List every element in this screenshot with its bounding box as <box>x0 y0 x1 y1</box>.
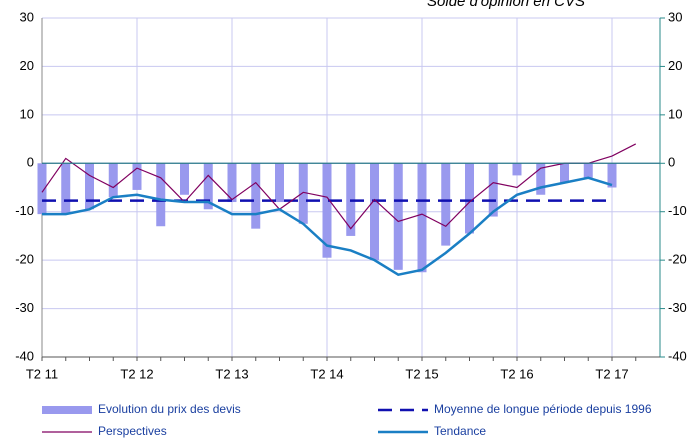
bar <box>203 163 213 210</box>
bar <box>512 163 522 176</box>
bar <box>441 163 451 246</box>
bar <box>85 163 94 210</box>
y2-tick-label: -10 <box>668 203 687 218</box>
bar <box>560 163 569 183</box>
y-tick-label: -10 <box>15 203 34 218</box>
y-tick-label: 20 <box>20 58 34 73</box>
legend-label: Perspectives <box>98 424 167 438</box>
y-tick-label: -20 <box>15 252 34 267</box>
y2-tick-label: 10 <box>668 106 682 121</box>
series-line <box>42 176 613 276</box>
bar <box>536 163 546 195</box>
y-tick-label: -30 <box>15 300 34 315</box>
y-tick-label: -40 <box>15 348 34 363</box>
y2-tick-label: 20 <box>668 58 682 73</box>
y2-tick-label: -20 <box>668 252 687 267</box>
bar <box>607 163 617 188</box>
legend-label: Tendance <box>434 424 486 438</box>
legend-label: Evolution du prix des devis <box>98 402 241 416</box>
y-tick-label: 30 <box>20 9 34 24</box>
bar <box>108 163 118 198</box>
x-tick-label: T2 11 <box>26 366 58 381</box>
y2-tick-label: -40 <box>668 348 687 363</box>
y2-tick-label: 0 <box>668 155 675 170</box>
x-tick-label: T2 13 <box>215 366 248 381</box>
series-line <box>41 143 637 230</box>
legend-swatch <box>42 406 92 414</box>
bar <box>298 163 308 224</box>
y-tick-label: 10 <box>20 106 34 121</box>
bar <box>393 163 403 270</box>
bar <box>275 163 284 203</box>
legend-label: Moyenne de longue période depuis 1996 <box>434 402 652 416</box>
bar <box>583 163 593 178</box>
x-tick-label: T2 12 <box>120 366 153 381</box>
x-tick-label: T2 14 <box>310 366 343 381</box>
y-tick-label: 0 <box>27 155 34 170</box>
bar <box>322 163 332 258</box>
bar <box>488 163 498 217</box>
bar <box>251 163 261 229</box>
x-tick-label: T2 15 <box>405 366 438 381</box>
bar <box>180 163 189 195</box>
bar <box>156 163 166 227</box>
bar <box>370 163 379 261</box>
x-tick-label: T2 17 <box>595 366 628 381</box>
bar <box>37 163 47 215</box>
bar <box>132 163 142 190</box>
bar <box>417 163 427 273</box>
y2-tick-label: 30 <box>668 9 682 24</box>
x-tick-label: T2 16 <box>500 366 533 381</box>
bar <box>61 163 71 215</box>
bar <box>227 163 237 203</box>
bar <box>465 163 474 234</box>
y2-tick-label: -30 <box>668 300 687 315</box>
chart-subtitle: Solde d'opinion en CVS <box>427 0 585 10</box>
